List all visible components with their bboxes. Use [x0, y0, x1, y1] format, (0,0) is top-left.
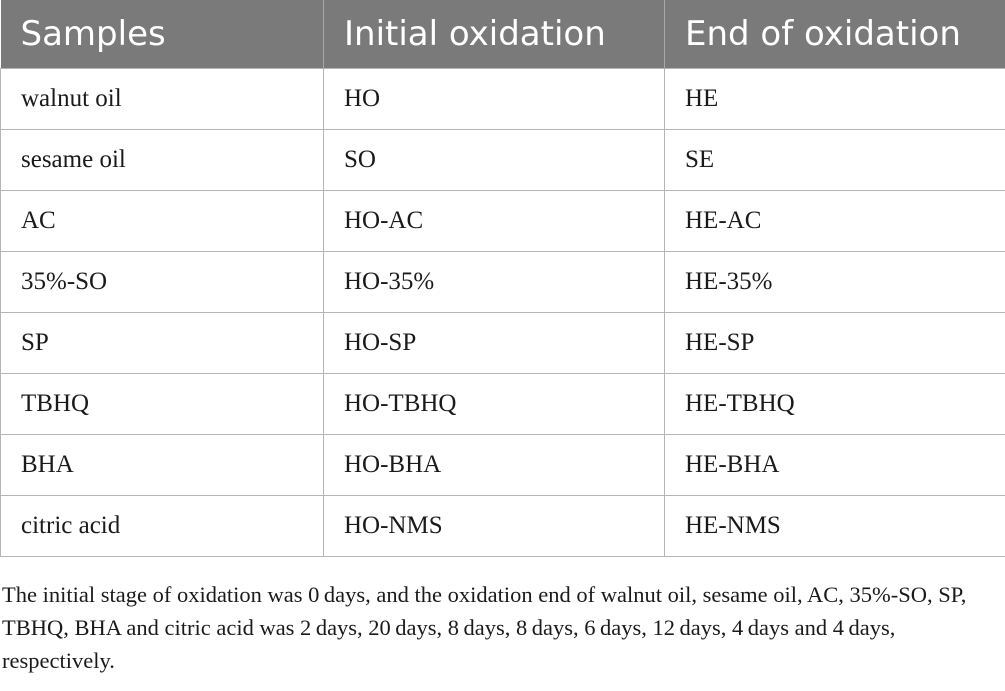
- cell-sample: SP: [0, 311, 324, 374]
- cell-end: HE-AC: [664, 189, 1005, 252]
- header-initial-oxidation: Initial oxidation: [323, 0, 665, 68]
- table-row: 35%-SO HO-35% HE-35%: [0, 250, 1005, 313]
- cell-sample: AC: [0, 189, 324, 252]
- cell-initial: HO-BHA: [323, 433, 665, 496]
- cell-sample: TBHQ: [0, 372, 324, 435]
- cell-end: SE: [664, 128, 1005, 191]
- oxidation-samples-table-container: Samples Initial oxidation End of oxidati…: [0, 0, 1005, 557]
- table-row: AC HO-AC HE-AC: [0, 189, 1005, 252]
- cell-end: HE-TBHQ: [664, 372, 1005, 435]
- cell-initial: HO-AC: [323, 189, 665, 252]
- header-end-of-oxidation: End of oxidation: [664, 0, 1005, 68]
- cell-end: HE-NMS: [664, 494, 1005, 557]
- cell-end: HE-35%: [664, 250, 1005, 313]
- header-samples: Samples: [0, 0, 324, 68]
- cell-sample: sesame oil: [0, 128, 324, 191]
- cell-sample: 35%-SO: [0, 250, 324, 313]
- cell-initial: HO-NMS: [323, 494, 665, 557]
- table-row: sesame oil SO SE: [0, 128, 1005, 191]
- table-footnote: The initial stage of oxidation was 0 day…: [2, 582, 967, 673]
- table-row: citric acid HO-NMS HE-NMS: [0, 494, 1005, 557]
- cell-end: HE: [664, 67, 1005, 130]
- cell-initial: SO: [323, 128, 665, 191]
- cell-sample: BHA: [0, 433, 324, 496]
- header-row: Samples Initial oxidation End of oxidati…: [0, 0, 1005, 68]
- cell-sample: citric acid: [0, 494, 324, 557]
- table-row: TBHQ HO-TBHQ HE-TBHQ: [0, 372, 1005, 435]
- table-body: walnut oil HO HE sesame oil SO SE AC HO-…: [0, 67, 1005, 557]
- cell-end: HE-BHA: [664, 433, 1005, 496]
- cell-initial: HO-TBHQ: [323, 372, 665, 435]
- table-row: walnut oil HO HE: [0, 67, 1005, 130]
- table-header: Samples Initial oxidation End of oxidati…: [0, 0, 1005, 68]
- table-row: SP HO-SP HE-SP: [0, 311, 1005, 374]
- oxidation-samples-table: Samples Initial oxidation End of oxidati…: [0, 0, 1005, 557]
- table-row: BHA HO-BHA HE-BHA: [0, 433, 1005, 496]
- cell-initial: HO: [323, 67, 665, 130]
- cell-initial: HO-SP: [323, 311, 665, 374]
- cell-initial: HO-35%: [323, 250, 665, 313]
- cell-sample: walnut oil: [0, 67, 324, 130]
- cell-end: HE-SP: [664, 311, 1005, 374]
